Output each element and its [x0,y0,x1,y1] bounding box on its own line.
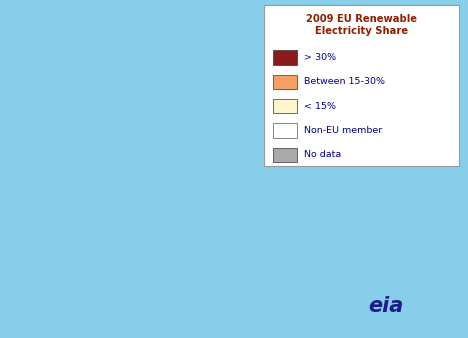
FancyBboxPatch shape [273,50,297,65]
FancyBboxPatch shape [273,123,297,138]
FancyBboxPatch shape [273,75,297,89]
Text: eia: eia [368,296,404,316]
Text: No data: No data [304,150,342,159]
Text: Between 15-30%: Between 15-30% [304,77,385,86]
FancyBboxPatch shape [264,5,459,166]
Text: < 15%: < 15% [304,102,336,111]
Text: 2009 EU Renewable
Electricity Share: 2009 EU Renewable Electricity Share [306,14,417,36]
Text: Non-EU member: Non-EU member [304,126,382,135]
Text: > 30%: > 30% [304,53,336,62]
FancyBboxPatch shape [273,148,297,162]
FancyBboxPatch shape [273,99,297,113]
